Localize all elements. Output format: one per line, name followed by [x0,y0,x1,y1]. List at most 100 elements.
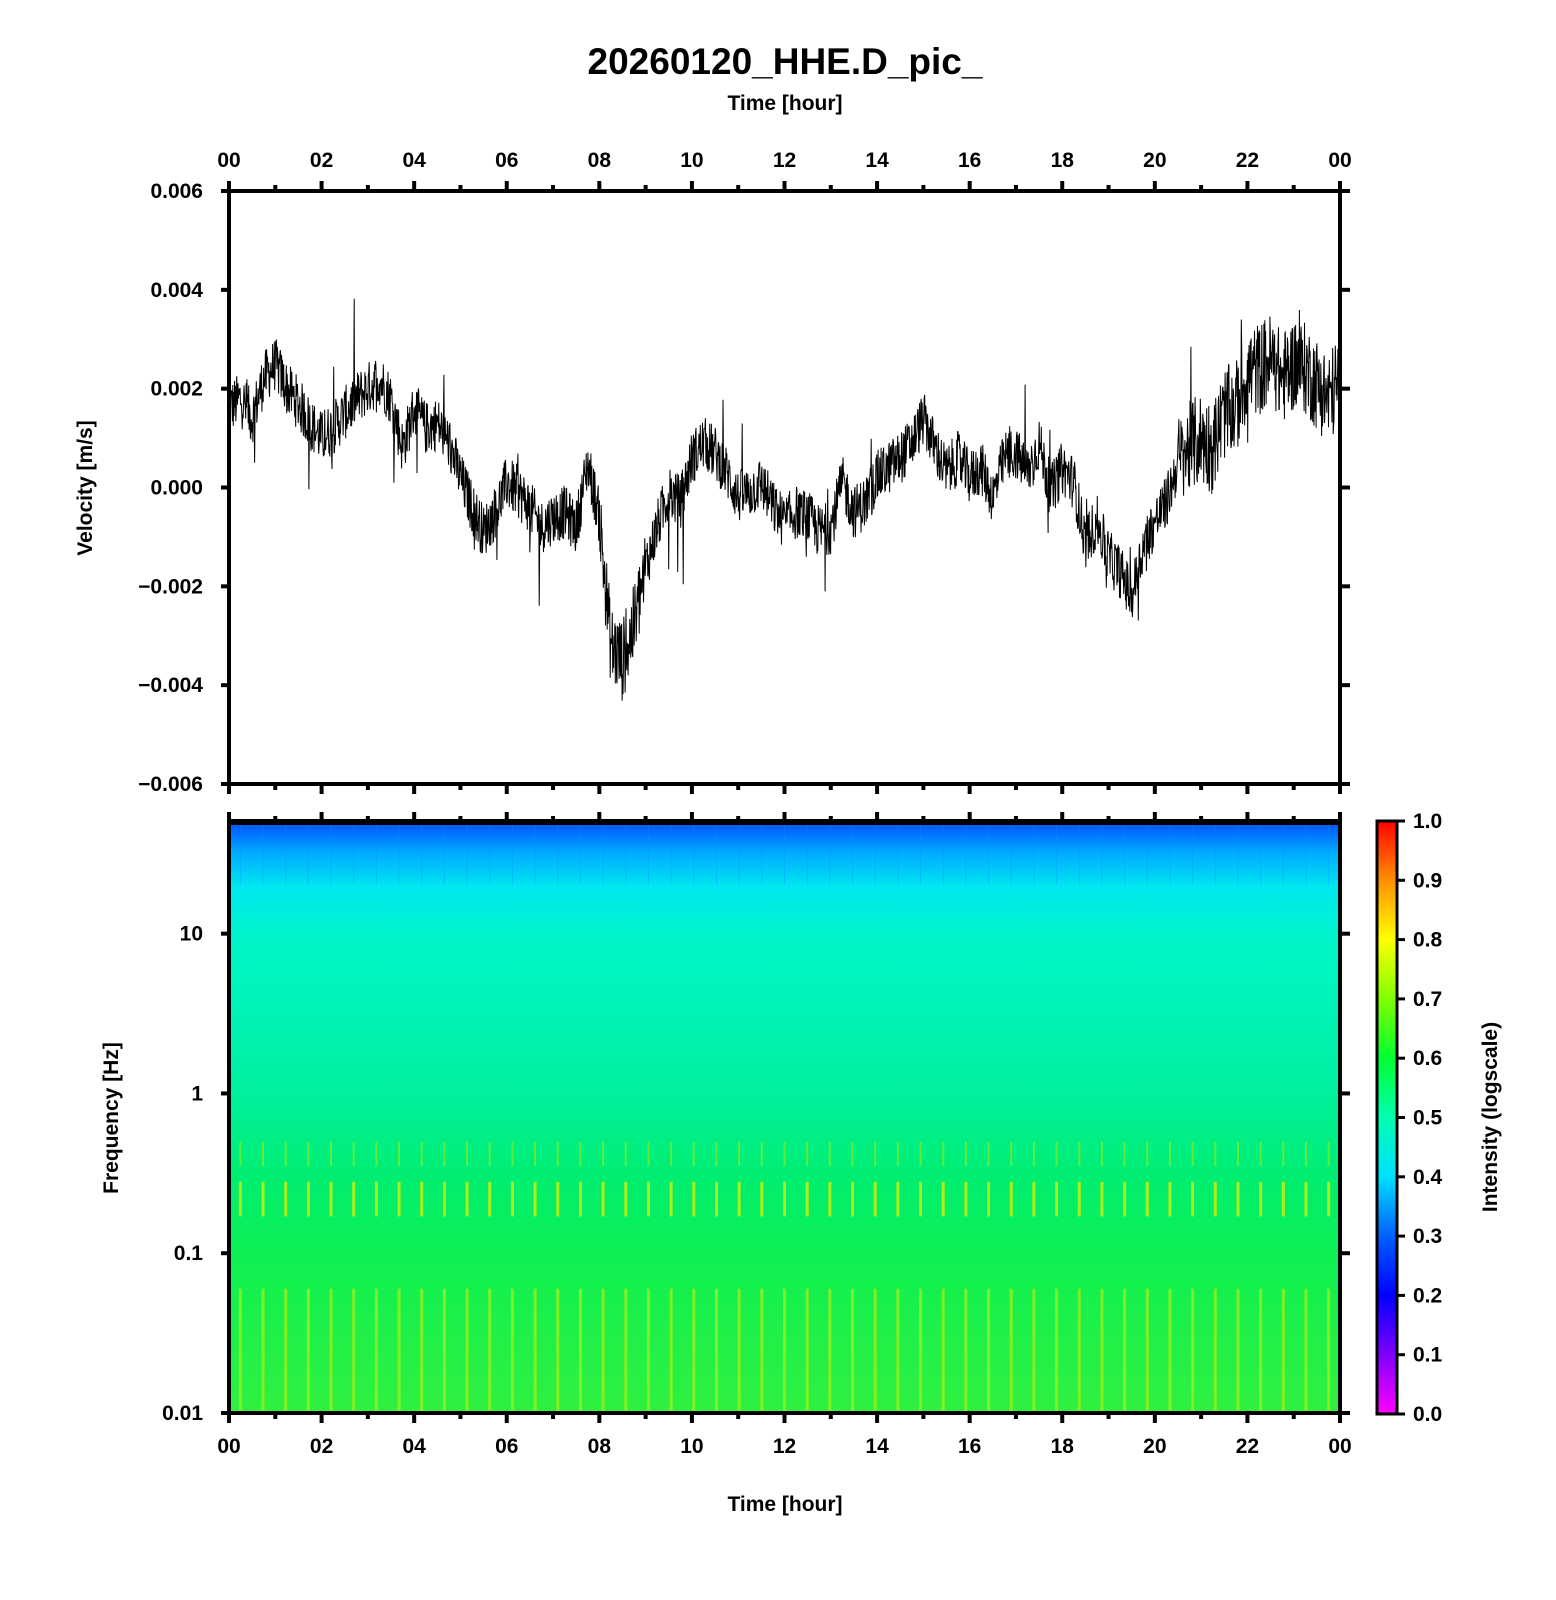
spectrogram-streak-low [1145,1288,1149,1413]
spectrogram-streak-high [829,822,831,886]
spectrogram-y-tick-label: 0.01 [162,1402,203,1425]
spectrogram-streak-low [284,1288,288,1413]
velocity-top-x-tick-label: 10 [680,149,703,172]
spectrogram-streak-high [1146,822,1148,886]
spectrogram-streak-high [647,822,649,886]
velocity-y-tick-label: 0.000 [150,477,203,500]
velocity-y-tick-label: −0.002 [138,575,203,598]
spectrogram-streak-low [533,1288,537,1413]
spectrogram-x-tick-label: 10 [680,1435,703,1458]
spectrogram-streak-low [1100,1288,1104,1413]
spectrogram-streak-mid [941,1181,945,1217]
spectrogram-panel: 00 02 04 06 08 10 12 14 16 18 20 22 00 10 1 0.1 0.01 Fr… [100,812,1352,1516]
spectrogram-x-tick-label: 14 [865,1435,889,1458]
spectrogram-streak-mid [624,1181,628,1217]
spectrogram-streak-mid [1259,1181,1263,1217]
spectrogram-streak-mid [873,1181,877,1217]
spectrogram-streak-high [625,822,627,886]
spectrogram-streak-upper [579,1141,582,1167]
spectrogram-streak-mid [737,1181,741,1217]
spectrogram-streak-low [828,1288,832,1413]
spectrogram-streak-low [805,1288,809,1413]
colorbar-tick-label: 0.7 [1413,988,1442,1011]
spectrogram-streak-high [375,822,377,886]
spectrogram-streak-high [534,822,536,886]
spectrogram-streak-low [624,1288,628,1413]
velocity-top-x-tick-label: 12 [773,149,796,172]
spectrogram-streak-low [919,1288,923,1413]
spectrogram-x-tick-label: 12 [773,1435,796,1458]
spectrogram-streak-mid [851,1181,855,1217]
spectrogram-streak-low [1259,1288,1263,1413]
spectrogram-x-tick-label: 06 [495,1435,518,1458]
spectrogram-streak-upper [1146,1141,1149,1167]
spectrogram-streak-high [1078,822,1080,886]
spectrogram-streak-mid [669,1181,673,1217]
spectrogram-streak-upper [466,1141,469,1167]
spectrogram-streak-low [238,1288,242,1413]
spectrogram-streak-low [1191,1288,1195,1413]
spectrogram-streak-upper [1327,1141,1330,1167]
spectrogram-streak-mid [1236,1181,1240,1217]
spectrogram-streak-upper [556,1141,559,1167]
velocity-top-x-tick-label: 22 [1236,149,1259,172]
spectrogram-streak-mid [578,1181,582,1217]
spectrogram-streak-high [1033,822,1035,886]
spectrogram-y-tick-label: 1 [191,1082,203,1105]
velocity-y-tick-label: 0.004 [150,279,203,302]
spectrogram-streak-low [306,1288,310,1413]
spectrogram-streak-upper [352,1141,355,1167]
spectrogram-streak-low [329,1288,333,1413]
velocity-y-tick-label: 0.006 [150,180,203,203]
spectrogram-streak-upper [307,1141,310,1167]
spectrogram-streak-upper [1078,1141,1081,1167]
colorbar-label: Intensity (logscale) [1479,1022,1502,1212]
velocity-top-x-tick-label: 06 [495,149,518,172]
spectrogram-streak-high [466,822,468,886]
spectrogram-streak-mid [488,1181,492,1217]
spectrogram-streak-upper [262,1141,265,1167]
spectrogram-streak-mid [238,1181,242,1217]
spectrogram-y-tick-label: 10 [180,923,203,946]
spectrogram-streak-upper [534,1141,537,1167]
spectrogram-streak-high [285,822,287,886]
spectrogram-x-ticks: 00 02 04 06 08 10 12 14 16 18 20 22 00 [217,1413,1352,1458]
spectrogram-streak-high [784,822,785,886]
spectrogram-streak-low [374,1288,378,1413]
spectrogram-streak-low [488,1288,492,1413]
spectrogram-streak-low [601,1288,605,1413]
spectrogram-streak-low [646,1288,650,1413]
spectrogram-streak-mid [1213,1181,1217,1217]
spectrogram-streak-upper [670,1141,673,1167]
spectrogram-streak-upper [1282,1141,1285,1167]
spectrogram-streak-mid [760,1181,764,1217]
spectrogram-streak-low [1236,1288,1240,1413]
spectrogram-streak-low [352,1288,356,1413]
spectrogram-streak-high [239,822,241,886]
spectrogram-streak-high [1124,822,1126,886]
spectrogram-streak-high [852,822,854,886]
spectrogram-streak-mid [420,1181,424,1217]
spectrogram-y-tick-label: 0.1 [174,1242,204,1265]
spectrogram-streak-upper [851,1141,854,1167]
spectrogram-streak-mid [465,1181,469,1217]
spectrogram-streak-upper [239,1141,242,1167]
spectrogram-streak-low [873,1288,877,1413]
spectrogram-streak-low [465,1288,469,1413]
spectrogram-streak-low [1213,1288,1217,1413]
spectrogram-streak-high [443,822,445,886]
spectrogram-streak-low [964,1288,968,1413]
spectrogram-streak-upper [783,1141,786,1167]
spectrogram-streak-upper [647,1141,650,1167]
velocity-top-x-tick-label: 18 [1051,149,1075,172]
spectrogram-x-tick-label: 18 [1051,1435,1075,1458]
spectrogram-streak-high [920,822,922,886]
spectrogram-top-x-ticks [227,812,1342,822]
colorbar-tick-label: 0.2 [1413,1284,1442,1307]
spectrogram-streak-low [783,1288,786,1413]
spectrogram-streak-low [1032,1288,1036,1413]
spectrogram-streak-upper [420,1141,423,1167]
spectrogram-streak-upper [624,1141,627,1167]
spectrogram-streak-high [806,822,808,886]
spectrogram-columns [238,822,1331,1413]
